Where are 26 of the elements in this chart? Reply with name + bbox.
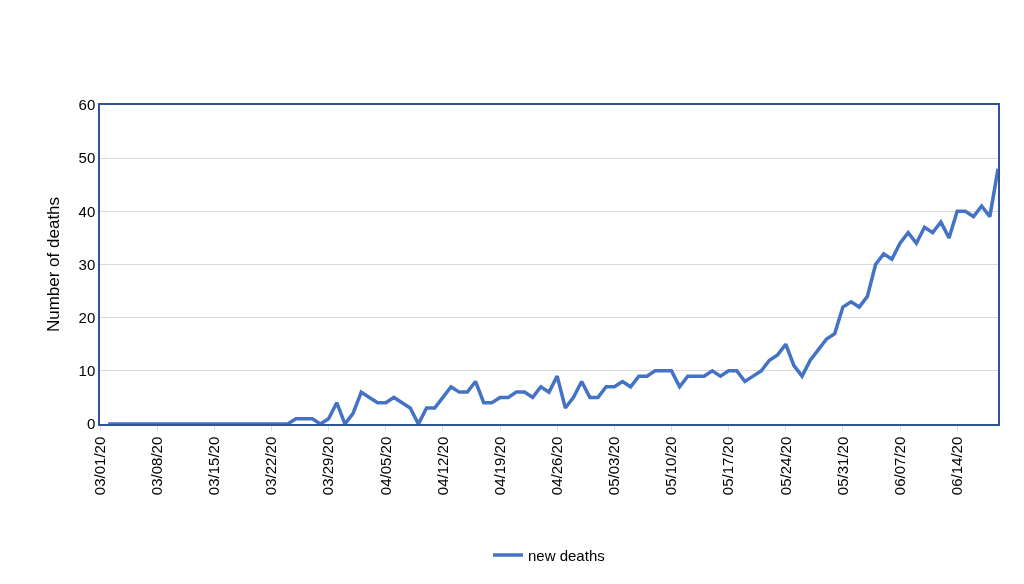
y-tick-label: 0	[86, 415, 96, 433]
y-tick-label: 60	[78, 96, 96, 114]
x-tick-label: 04/26/20	[548, 436, 566, 496]
x-tick-label: 03/01/20	[90, 436, 108, 496]
x-tick-label: 05/03/20	[605, 436, 623, 496]
x-tick-label: 06/14/20	[948, 436, 966, 496]
x-tick-label: 04/12/20	[433, 436, 451, 496]
y-tick-label: 50	[78, 149, 96, 167]
y-tick-label: 40	[78, 202, 96, 220]
x-tick-label: 05/17/20	[719, 436, 737, 496]
y-tick-label: 30	[78, 255, 96, 273]
x-tick-label: 05/24/20	[776, 436, 794, 496]
legend-label: new deaths	[528, 546, 605, 564]
line-series	[106, 167, 998, 424]
x-tick-label: 03/29/20	[319, 436, 337, 496]
x-tick-label: 06/07/20	[890, 436, 908, 496]
x-tick-label: 04/19/20	[490, 436, 508, 496]
x-tick-label: 05/10/20	[662, 436, 680, 496]
x-tick-label: 05/31/20	[833, 436, 851, 496]
x-tick-label: 03/15/20	[205, 436, 223, 496]
y-tick-label: 20	[78, 308, 96, 326]
x-tick-label: 04/05/20	[376, 436, 394, 496]
y-tick-label: 10	[78, 362, 96, 380]
x-tick-label: 03/08/20	[148, 436, 166, 496]
y-axis-title: Number of deaths	[43, 196, 63, 333]
x-tick-label: 03/22/20	[262, 436, 280, 496]
